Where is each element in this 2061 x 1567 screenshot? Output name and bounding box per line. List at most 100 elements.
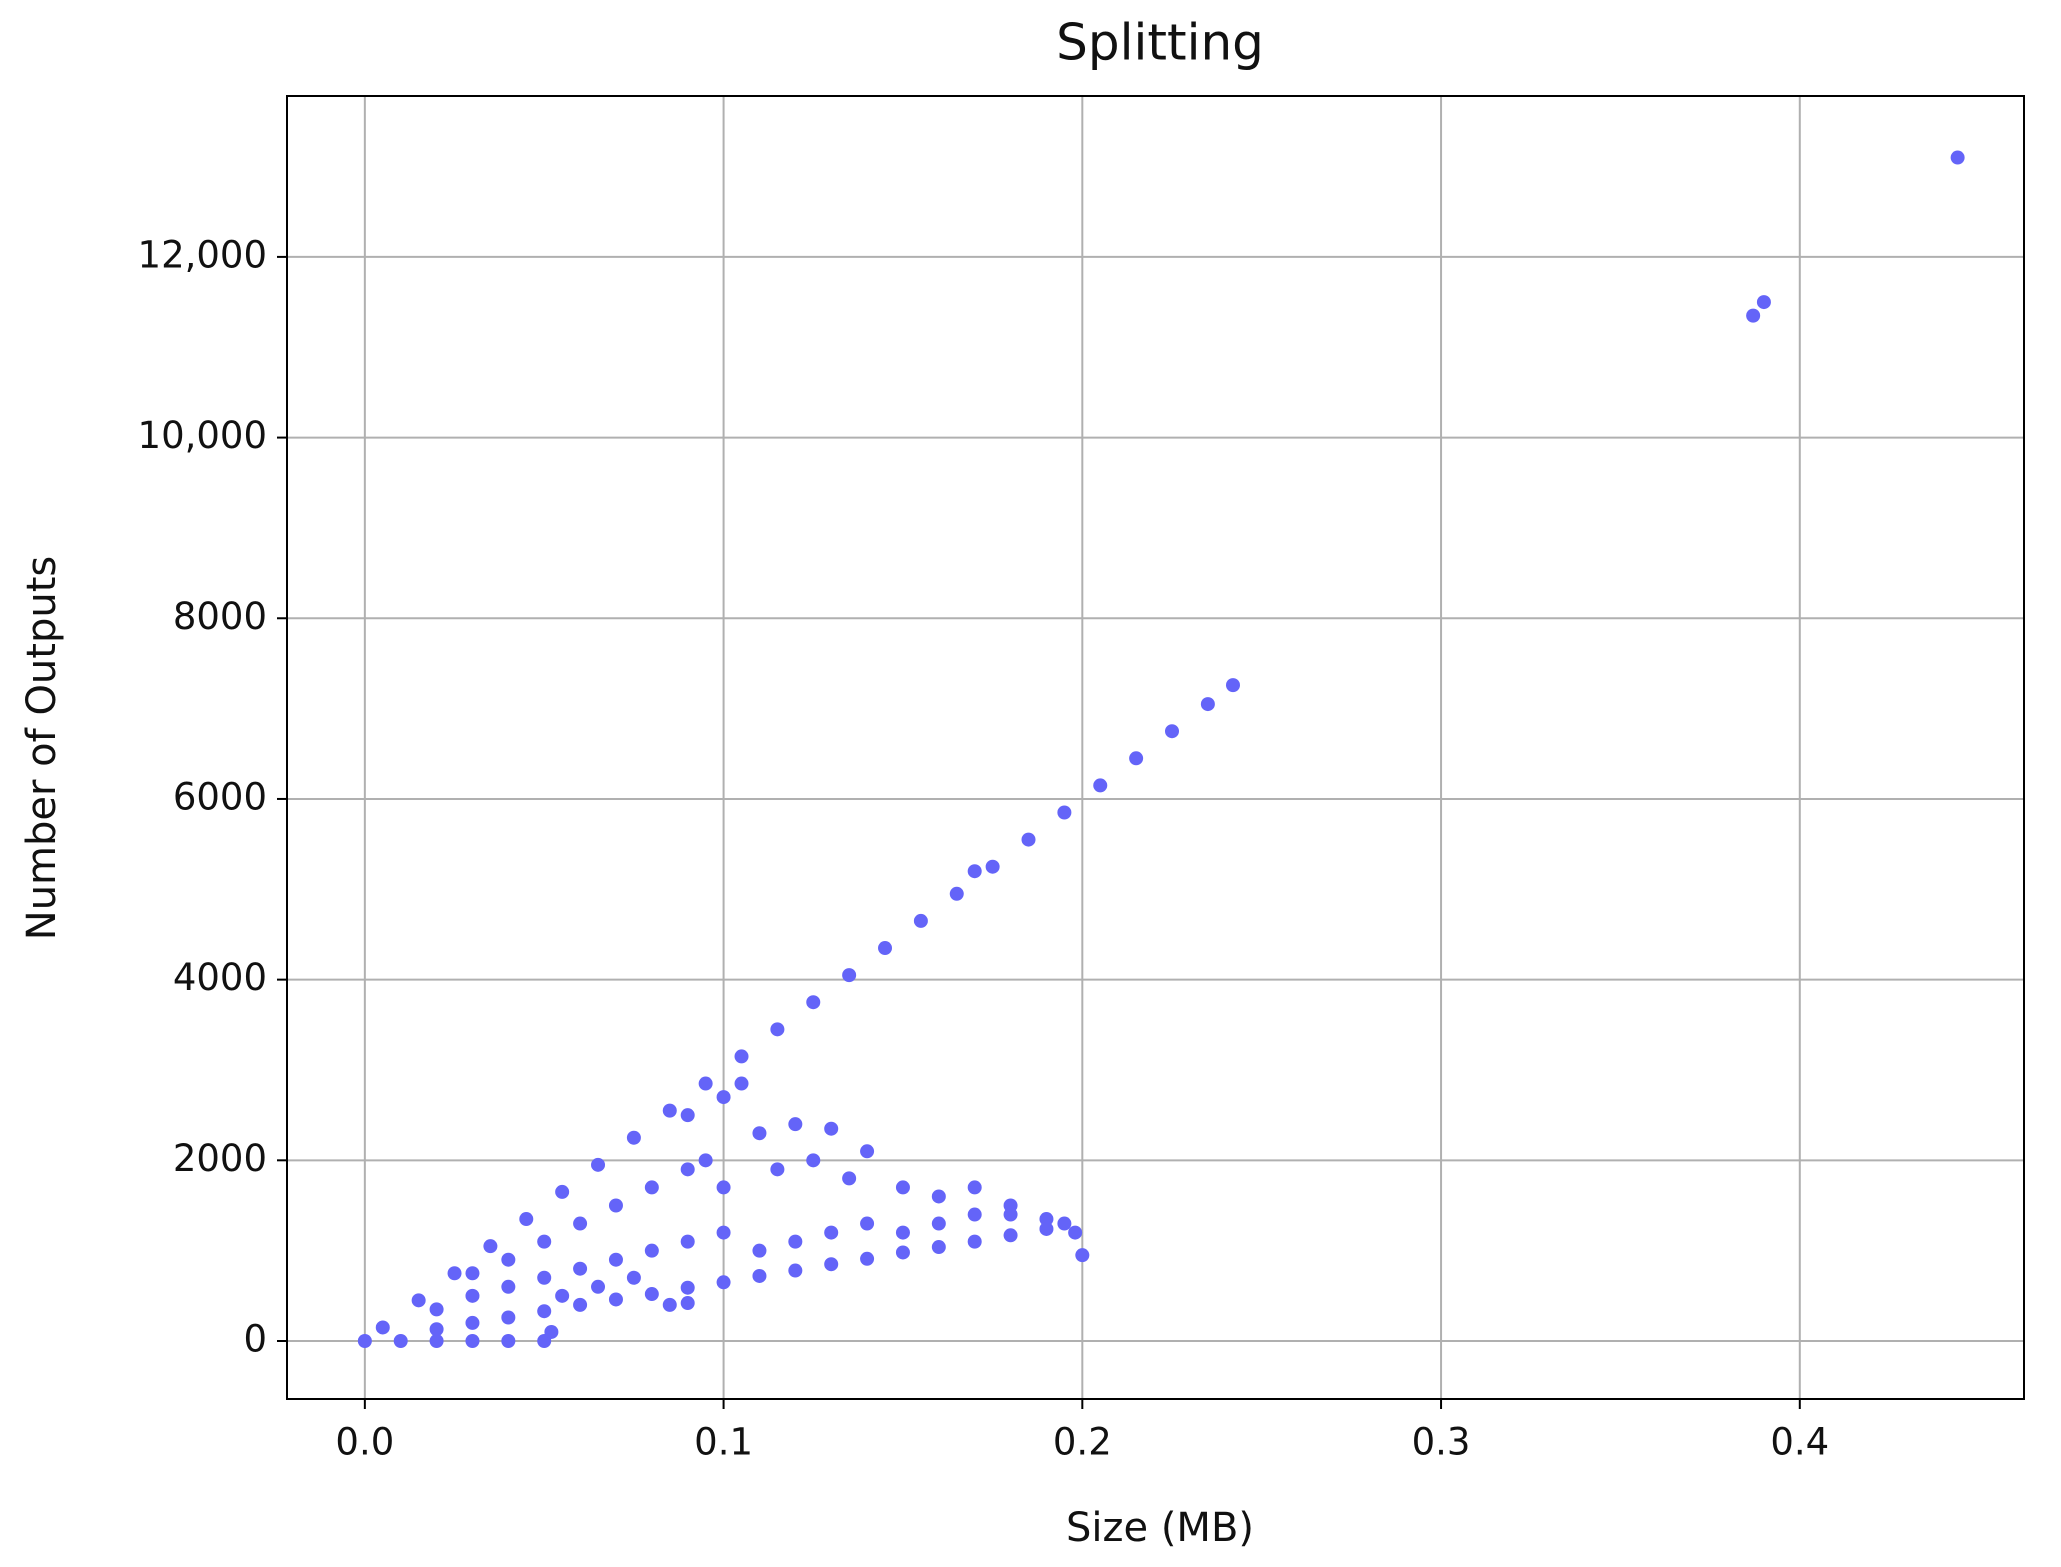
- point: [716, 1275, 731, 1290]
- plot-frame: [286, 95, 2025, 1400]
- point: [824, 1257, 839, 1272]
- point: [1068, 1225, 1083, 1240]
- point: [519, 1212, 534, 1227]
- point: [573, 1297, 588, 1312]
- point: [788, 1117, 803, 1132]
- point: [465, 1288, 480, 1303]
- point: [931, 1240, 946, 1255]
- point: [913, 913, 928, 928]
- y-tick-label: 4000: [173, 956, 267, 999]
- point: [483, 1239, 498, 1254]
- point: [591, 1157, 606, 1172]
- x-tick-label: 0.1: [694, 1421, 753, 1464]
- point: [537, 1304, 552, 1319]
- point: [967, 1180, 982, 1195]
- point: [770, 1162, 785, 1177]
- point: [501, 1279, 516, 1294]
- y-tick-label: 8000: [173, 595, 267, 638]
- point: [501, 1310, 516, 1325]
- point: [573, 1216, 588, 1231]
- point: [967, 1207, 982, 1222]
- point: [734, 1076, 749, 1091]
- point: [1746, 308, 1761, 323]
- point: [1057, 1216, 1072, 1231]
- x-tick-label: 0.0: [335, 1421, 394, 1464]
- point: [1021, 832, 1036, 847]
- point: [680, 1280, 695, 1295]
- point: [985, 859, 1000, 874]
- point: [626, 1130, 641, 1145]
- point: [860, 1251, 875, 1266]
- point: [644, 1180, 659, 1195]
- point: [447, 1266, 462, 1281]
- point: [698, 1153, 713, 1168]
- point: [626, 1270, 641, 1285]
- point: [680, 1162, 695, 1177]
- point: [788, 1263, 803, 1278]
- point: [1039, 1221, 1054, 1236]
- point: [752, 1268, 767, 1283]
- point: [1093, 778, 1108, 793]
- point: [967, 864, 982, 879]
- point: [716, 1225, 731, 1240]
- point: [465, 1315, 480, 1330]
- point: [895, 1225, 910, 1240]
- point: [644, 1287, 659, 1302]
- point: [716, 1180, 731, 1195]
- point: [1129, 751, 1144, 766]
- point: [1225, 678, 1240, 693]
- point: [842, 1171, 857, 1186]
- point: [878, 941, 893, 956]
- point: [608, 1198, 623, 1213]
- point: [824, 1121, 839, 1136]
- point: [895, 1245, 910, 1260]
- point: [429, 1334, 444, 1349]
- point: [411, 1293, 426, 1308]
- y-tick-label: 12,000: [138, 233, 267, 276]
- x-tick-label: 0.4: [1770, 1421, 1829, 1464]
- x-axis-label: Size (MB): [1066, 1505, 1254, 1551]
- point: [1165, 724, 1180, 739]
- point: [429, 1302, 444, 1317]
- point: [770, 1022, 785, 1037]
- point: [931, 1216, 946, 1231]
- point: [824, 1225, 839, 1240]
- point: [429, 1322, 444, 1337]
- point: [680, 1108, 695, 1123]
- point: [591, 1279, 606, 1294]
- point: [895, 1180, 910, 1195]
- point: [608, 1292, 623, 1307]
- y-axis-label: Number of Outputs: [19, 556, 65, 940]
- point: [555, 1184, 570, 1199]
- point: [752, 1243, 767, 1258]
- point: [734, 1049, 749, 1064]
- point: [544, 1324, 559, 1339]
- point: [698, 1076, 713, 1091]
- point: [716, 1090, 731, 1105]
- point: [752, 1126, 767, 1141]
- point: [860, 1144, 875, 1159]
- point: [967, 1234, 982, 1249]
- point: [465, 1334, 480, 1349]
- point: [788, 1234, 803, 1249]
- point: [931, 1189, 946, 1204]
- y-tick-label: 2000: [173, 1137, 267, 1180]
- point: [1057, 805, 1072, 820]
- point: [1950, 150, 1965, 165]
- point: [1756, 295, 1771, 310]
- point: [806, 995, 821, 1010]
- y-tick-label: 6000: [173, 775, 267, 818]
- point: [1075, 1248, 1090, 1263]
- y-tick-label: 10,000: [138, 414, 267, 457]
- point: [573, 1261, 588, 1276]
- y-tick-label: 0: [243, 1318, 267, 1361]
- point: [1039, 1212, 1054, 1227]
- point: [1200, 697, 1215, 712]
- point: [608, 1252, 623, 1267]
- point: [842, 968, 857, 983]
- point: [537, 1270, 552, 1285]
- point: [393, 1334, 408, 1349]
- x-tick-label: 0.2: [1053, 1421, 1112, 1464]
- point: [357, 1334, 372, 1349]
